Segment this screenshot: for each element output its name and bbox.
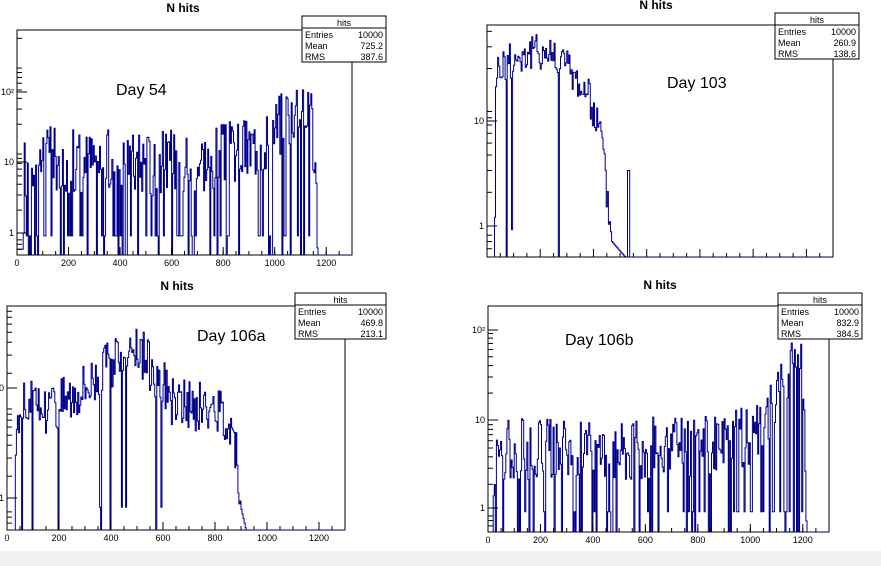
stats-label: Mean xyxy=(298,318,321,328)
stats-value: 260.9 xyxy=(833,38,856,48)
x-tick-label: 200 xyxy=(51,533,66,543)
stats-box xyxy=(301,15,387,63)
x-tick-label: 200 xyxy=(61,258,76,268)
stats-value: 384.5 xyxy=(836,329,859,339)
x-tick-label: 800 xyxy=(216,258,231,268)
y-tick-label: 1 xyxy=(479,221,484,231)
stats-value: 387.6 xyxy=(360,52,383,62)
stats-value: 832.9 xyxy=(836,318,859,328)
footer-strip xyxy=(0,551,881,566)
stats-label: RMS xyxy=(305,52,325,62)
stats-title: hits xyxy=(333,295,348,305)
stats-label: Entries xyxy=(781,307,810,317)
x-tick-label: 200 xyxy=(533,535,548,545)
histogram-series xyxy=(7,328,345,530)
histogram-series xyxy=(488,342,829,532)
y-tick-label: 10 xyxy=(474,116,484,126)
x-tick-label: 800 xyxy=(690,535,705,545)
x-tick-label: 0 xyxy=(485,535,490,545)
y-tick-label: 1 xyxy=(480,503,485,513)
x-tick-label: 1000 xyxy=(265,258,285,268)
stats-label: RMS xyxy=(298,329,318,339)
stats-label: Mean xyxy=(781,318,804,328)
stats-label: Entries xyxy=(298,307,327,317)
x-tick-label: 400 xyxy=(103,533,118,543)
stats-label: Mean xyxy=(778,38,801,48)
day-annotation: Day 106a xyxy=(197,328,266,345)
x-tick-label: 1000 xyxy=(740,535,760,545)
y-tick-label: 10 xyxy=(475,415,485,425)
stats-value: 10000 xyxy=(358,30,383,40)
stats-value: 213.1 xyxy=(360,329,383,339)
x-tick-label: 400 xyxy=(585,535,600,545)
histogram-series xyxy=(17,89,352,255)
day-annotation: Day 54 xyxy=(116,82,167,99)
stats-value: 10000 xyxy=(834,307,859,317)
x-tick-label: 1200 xyxy=(793,535,813,545)
x-tick-label: 0 xyxy=(4,533,9,543)
stats-box xyxy=(294,292,387,340)
chart-title: N hits xyxy=(166,1,200,15)
chart-panel-3: N hits 0 200 400 600 800 1000 1200 1 10 Day 106a hi… xyxy=(0,279,387,543)
y-tick-label: 10² xyxy=(1,87,14,97)
stats-box xyxy=(774,12,860,60)
chart-title: N hits xyxy=(639,0,673,12)
x-tick-label: 1200 xyxy=(309,533,329,543)
y-tick-label: 10 xyxy=(0,383,4,393)
x-tick-label: 800 xyxy=(207,533,222,543)
stats-label: Entries xyxy=(305,30,334,40)
stats-label: RMS xyxy=(781,329,801,339)
x-tick-label: 600 xyxy=(164,258,179,268)
x-tick-label: 600 xyxy=(638,535,653,545)
histogram-series xyxy=(487,34,833,257)
stats-value: 725.2 xyxy=(360,41,383,51)
chart-title: N hits xyxy=(160,279,194,293)
y-tick-label: 1 xyxy=(9,228,14,238)
chart-panel-4: N hits 0 200 400 600 800 1000 1200 1 10 10² Day 106… xyxy=(472,278,863,545)
stats-value: 138.6 xyxy=(833,49,856,59)
stats-value: 10000 xyxy=(358,307,383,317)
stats-title: hits xyxy=(337,18,352,28)
stats-title: hits xyxy=(813,295,828,305)
day-annotation: Day 103 xyxy=(667,75,727,92)
y-tick-label: 10 xyxy=(4,157,14,167)
stats-label: Entries xyxy=(778,27,807,37)
day-annotation: Day 106b xyxy=(565,332,634,349)
stats-box xyxy=(777,292,863,340)
chart-title: N hits xyxy=(643,278,677,292)
x-tick-label: 0 xyxy=(14,258,19,268)
stats-label: RMS xyxy=(778,49,798,59)
chart-panel-1: N hits 0 200 400 600 800 1000 1200 1 10 10² Day 54 h… xyxy=(1,1,387,268)
stats-title: hits xyxy=(810,15,825,25)
y-tick-label: 10² xyxy=(472,325,485,335)
stats-value: 10000 xyxy=(831,27,856,37)
x-tick-label: 1000 xyxy=(257,533,277,543)
x-tick-label: 600 xyxy=(155,533,170,543)
stats-value: 469.8 xyxy=(360,318,383,328)
stats-label: Mean xyxy=(305,41,328,51)
y-tick-label: 1 xyxy=(0,493,4,503)
x-tick-label: 400 xyxy=(113,258,128,268)
x-tick-label: 1200 xyxy=(316,258,336,268)
